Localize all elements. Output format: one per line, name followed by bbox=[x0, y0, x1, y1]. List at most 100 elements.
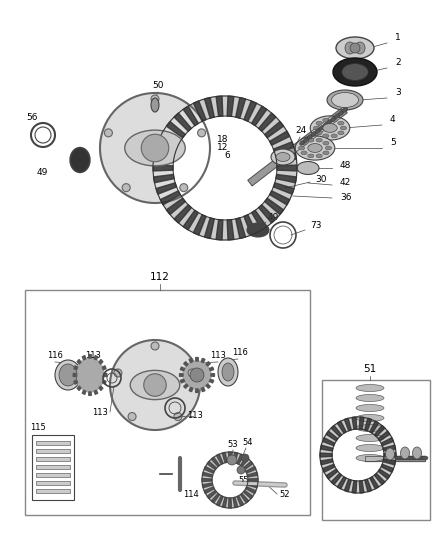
Bar bbox=[36, 473, 70, 477]
Polygon shape bbox=[276, 153, 297, 161]
Polygon shape bbox=[246, 487, 256, 494]
Polygon shape bbox=[332, 429, 384, 481]
Polygon shape bbox=[276, 174, 297, 183]
Polygon shape bbox=[99, 386, 103, 391]
Circle shape bbox=[198, 129, 205, 137]
Polygon shape bbox=[273, 183, 294, 194]
Polygon shape bbox=[352, 481, 357, 493]
Polygon shape bbox=[194, 215, 206, 235]
Ellipse shape bbox=[336, 37, 374, 59]
Polygon shape bbox=[216, 454, 223, 464]
Ellipse shape bbox=[338, 121, 344, 125]
Polygon shape bbox=[174, 113, 191, 131]
Ellipse shape bbox=[403, 456, 408, 460]
Polygon shape bbox=[73, 374, 76, 377]
Polygon shape bbox=[247, 483, 258, 488]
Polygon shape bbox=[326, 431, 338, 441]
Polygon shape bbox=[212, 457, 219, 466]
Circle shape bbox=[190, 368, 204, 382]
Polygon shape bbox=[321, 445, 333, 451]
Polygon shape bbox=[76, 358, 104, 392]
Polygon shape bbox=[240, 494, 249, 503]
Polygon shape bbox=[212, 462, 248, 498]
Polygon shape bbox=[207, 462, 216, 470]
Polygon shape bbox=[180, 374, 183, 376]
Polygon shape bbox=[365, 418, 371, 431]
Ellipse shape bbox=[345, 42, 355, 54]
Ellipse shape bbox=[343, 108, 348, 112]
Polygon shape bbox=[331, 473, 342, 484]
Ellipse shape bbox=[332, 93, 358, 108]
Polygon shape bbox=[216, 96, 223, 116]
Polygon shape bbox=[212, 494, 219, 503]
Polygon shape bbox=[156, 183, 177, 194]
Polygon shape bbox=[82, 356, 86, 360]
Bar bbox=[32, 435, 74, 500]
Ellipse shape bbox=[420, 456, 426, 460]
Polygon shape bbox=[74, 380, 78, 384]
Ellipse shape bbox=[311, 132, 317, 136]
Polygon shape bbox=[156, 142, 177, 153]
Ellipse shape bbox=[333, 58, 377, 86]
Polygon shape bbox=[202, 472, 213, 477]
Polygon shape bbox=[88, 392, 91, 395]
Text: 2: 2 bbox=[395, 58, 401, 67]
Bar bbox=[36, 465, 70, 469]
Polygon shape bbox=[88, 354, 91, 358]
Circle shape bbox=[128, 413, 136, 421]
Bar bbox=[36, 489, 70, 493]
Polygon shape bbox=[207, 490, 216, 499]
Circle shape bbox=[188, 369, 196, 377]
Polygon shape bbox=[365, 479, 371, 492]
Ellipse shape bbox=[307, 134, 313, 139]
Ellipse shape bbox=[55, 360, 81, 390]
Ellipse shape bbox=[338, 131, 344, 135]
Ellipse shape bbox=[356, 434, 384, 441]
Ellipse shape bbox=[247, 223, 269, 237]
Polygon shape bbox=[370, 477, 379, 489]
Polygon shape bbox=[153, 165, 173, 171]
Text: 36: 36 bbox=[340, 193, 352, 202]
Polygon shape bbox=[237, 496, 244, 506]
Polygon shape bbox=[180, 367, 184, 370]
Polygon shape bbox=[94, 356, 98, 360]
Polygon shape bbox=[248, 479, 258, 482]
Ellipse shape bbox=[356, 405, 384, 411]
Ellipse shape bbox=[316, 154, 322, 158]
Polygon shape bbox=[102, 380, 106, 384]
Polygon shape bbox=[248, 107, 347, 186]
Polygon shape bbox=[202, 479, 212, 482]
Ellipse shape bbox=[356, 455, 384, 462]
Ellipse shape bbox=[356, 384, 384, 392]
Polygon shape bbox=[374, 473, 385, 484]
Polygon shape bbox=[273, 142, 294, 153]
Text: 112: 112 bbox=[150, 272, 170, 282]
Polygon shape bbox=[244, 490, 253, 499]
Circle shape bbox=[174, 413, 182, 421]
Polygon shape bbox=[384, 453, 396, 457]
Polygon shape bbox=[240, 457, 249, 466]
Text: 56: 56 bbox=[26, 113, 38, 122]
Text: 113: 113 bbox=[210, 351, 226, 360]
Ellipse shape bbox=[331, 118, 337, 122]
Polygon shape bbox=[94, 390, 98, 394]
Polygon shape bbox=[381, 464, 393, 472]
Polygon shape bbox=[337, 477, 346, 489]
Ellipse shape bbox=[327, 119, 332, 124]
Polygon shape bbox=[82, 390, 86, 394]
Polygon shape bbox=[205, 98, 214, 118]
Polygon shape bbox=[154, 174, 174, 183]
Ellipse shape bbox=[415, 456, 420, 460]
Ellipse shape bbox=[308, 143, 322, 152]
Polygon shape bbox=[277, 165, 297, 171]
Circle shape bbox=[241, 454, 249, 462]
Polygon shape bbox=[246, 466, 256, 473]
Polygon shape bbox=[211, 374, 215, 376]
Ellipse shape bbox=[395, 456, 401, 460]
Polygon shape bbox=[244, 462, 253, 470]
Polygon shape bbox=[102, 366, 106, 370]
Ellipse shape bbox=[356, 424, 384, 432]
Polygon shape bbox=[184, 384, 188, 389]
Ellipse shape bbox=[297, 161, 319, 174]
Ellipse shape bbox=[323, 151, 329, 155]
